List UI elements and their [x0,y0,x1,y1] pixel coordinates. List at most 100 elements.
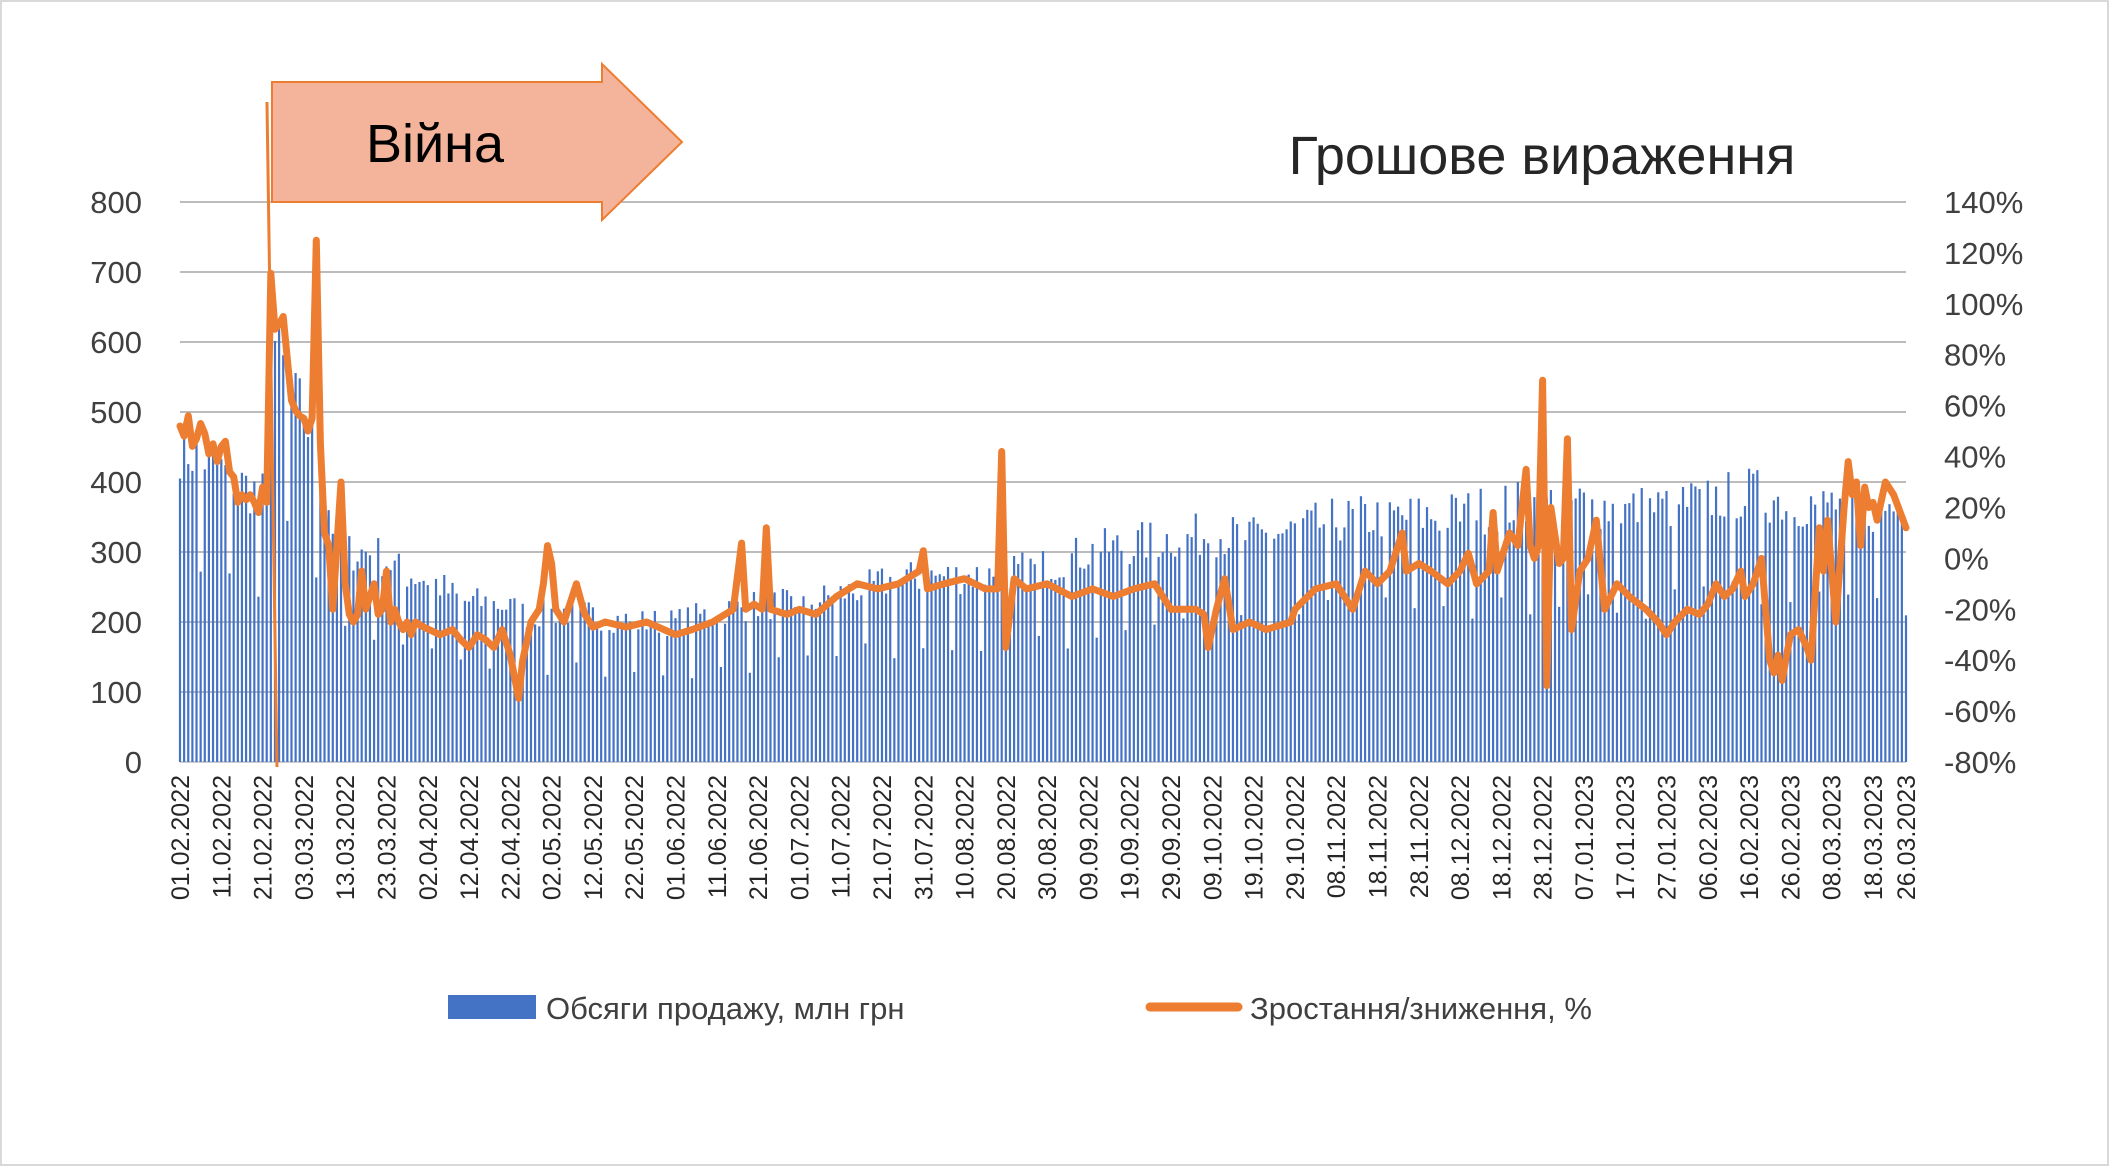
bar [1145,557,1148,762]
bar [641,611,644,762]
bar [1430,519,1433,762]
bar [1706,480,1709,762]
bar [653,610,656,762]
bar [323,500,326,762]
bar [1215,557,1218,762]
right-tick-label: 120% [1944,236,2023,271]
bar [645,629,648,762]
bar [670,610,673,762]
bar [1463,503,1466,762]
bar [637,629,640,762]
right-tick-label: -80% [1944,745,2016,780]
bar [178,478,182,762]
bar [1731,581,1734,762]
bar [674,618,677,762]
bar [926,588,929,762]
bar [930,570,933,762]
bar [831,601,834,762]
bar [951,650,954,762]
left-tick-label: 300 [90,535,142,570]
bar [595,622,599,762]
bar [1735,518,1738,762]
bar [1066,648,1069,762]
bar [344,625,347,762]
bar [1434,520,1437,762]
bar [1198,554,1202,762]
bar [1896,505,1899,762]
bar [860,595,863,762]
bar [1822,491,1825,762]
bar [851,593,855,762]
bar [496,608,500,762]
bar [802,596,805,762]
bar [1446,527,1449,762]
bar [1388,502,1391,762]
bar [616,615,619,762]
bar [1112,540,1115,762]
bar [1838,498,1842,762]
right-tick-label: 60% [1944,389,2006,424]
left-tick-label: 0 [125,745,142,780]
bar [1178,547,1181,762]
x-tick-label: 21.02.2022 [250,775,278,900]
bar [591,607,595,762]
bar [571,599,574,762]
bar [1017,563,1020,762]
bar [1830,492,1833,762]
bar [381,576,384,762]
bar [1888,504,1891,762]
bar [484,596,487,762]
bar [1343,527,1346,762]
bar [699,613,702,762]
bar [1310,510,1313,762]
bar [356,561,359,762]
bar [236,489,239,762]
x-tick-label: 01.07.2022 [786,775,814,900]
bar [1665,490,1668,762]
bar [1161,552,1164,762]
bar [752,592,756,762]
bar [311,418,314,762]
bar [856,600,859,762]
war-arrow [271,61,684,223]
bar [1591,499,1594,762]
bar [657,632,661,762]
bar [1070,553,1074,762]
bar [1558,606,1561,762]
line-series [176,236,1910,702]
bar [1818,591,1821,762]
bar [918,588,921,762]
bar [203,469,206,762]
bar [1834,509,1837,762]
bar [1223,554,1226,762]
bar [1582,492,1586,762]
bar [794,607,797,762]
bar [224,465,227,762]
bar [443,574,446,762]
bar [1074,537,1078,762]
bar [732,602,735,762]
bar [868,569,871,762]
left-tick-label: 500 [90,395,142,430]
bar [1318,527,1321,762]
bar [1392,510,1396,762]
bar [434,578,438,762]
bar [1640,488,1643,762]
bar [814,608,817,762]
bar [1776,496,1780,762]
bar [195,440,198,762]
bar [1644,618,1647,762]
bar [1368,532,1371,762]
bar [488,668,491,762]
bar [1207,543,1210,762]
bar [587,602,590,762]
bar [1847,594,1850,762]
x-tick-label: 02.05.2022 [539,775,567,900]
bar [946,566,950,762]
bar [1256,523,1259,762]
bar [843,598,846,762]
bar [1335,527,1338,762]
bar [777,657,780,762]
